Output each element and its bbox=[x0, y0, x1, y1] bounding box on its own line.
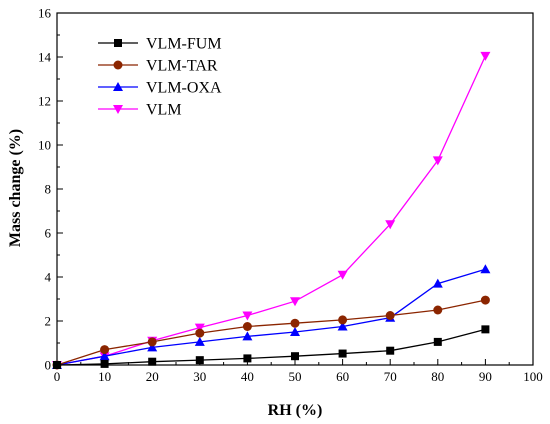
legend-marker bbox=[113, 82, 123, 91]
data-point bbox=[480, 51, 491, 61]
data-point bbox=[337, 321, 348, 331]
axis-ticks: 0 10 20 30 40 50 60 70 80 90 100 0 2 4 6 8 10 12 14 16 bbox=[38, 6, 543, 385]
y-tick-label: 4 bbox=[45, 270, 52, 285]
data-point bbox=[385, 311, 395, 320]
legend-label: VLM-FUM bbox=[146, 36, 222, 53]
data-point bbox=[148, 357, 157, 366]
data-point bbox=[480, 295, 490, 305]
series-line bbox=[56, 299, 486, 366]
x-axis-title: RH (%) bbox=[268, 402, 323, 419]
data-point bbox=[290, 327, 300, 336]
y-axis-title: Mass change (%) bbox=[7, 129, 24, 247]
x-tick-label: 40 bbox=[241, 369, 254, 384]
data-point bbox=[433, 305, 443, 315]
y-tick-label: 8 bbox=[45, 182, 52, 197]
y-tick-label: 14 bbox=[38, 50, 52, 65]
data-point bbox=[338, 315, 348, 325]
legend-item-vlm-fum: VLM-FUM bbox=[98, 36, 222, 53]
legend-item-vlm-tar: VLM-TAR bbox=[98, 58, 218, 75]
data-point bbox=[481, 325, 490, 334]
legend-label: VLM-OXA bbox=[146, 80, 222, 97]
x-tick-label: 20 bbox=[146, 369, 159, 384]
data-point bbox=[242, 311, 253, 321]
data-point bbox=[195, 356, 204, 365]
data-point bbox=[290, 297, 300, 307]
legend-marker bbox=[114, 39, 122, 47]
data-point bbox=[195, 328, 205, 338]
series-vlm-tar bbox=[52, 295, 490, 370]
legend-item-vlm: VLM bbox=[98, 102, 182, 119]
plot-frame bbox=[56, 12, 534, 366]
legend-marker bbox=[113, 60, 123, 70]
data-point bbox=[243, 354, 252, 363]
y-tick-label: 12 bbox=[38, 94, 51, 109]
data-point bbox=[480, 264, 491, 274]
legend: VLM-FUM VLM-TAR VLM-OXA VLM bbox=[98, 36, 222, 119]
data-point bbox=[194, 336, 205, 346]
data-point bbox=[194, 323, 205, 333]
data-point bbox=[290, 318, 300, 328]
data-point bbox=[433, 337, 442, 346]
data-point bbox=[386, 346, 395, 355]
data-point bbox=[385, 220, 396, 230]
x-tick-label: 90 bbox=[479, 369, 492, 384]
series-vlm bbox=[52, 51, 491, 370]
series-vlm-fum bbox=[53, 325, 490, 369]
x-tick-label: 10 bbox=[98, 369, 111, 384]
y-tick-label: 16 bbox=[38, 6, 52, 21]
data-point bbox=[100, 345, 110, 355]
data-point bbox=[337, 270, 348, 280]
data-point bbox=[338, 349, 347, 358]
data-point bbox=[147, 342, 158, 352]
data-point bbox=[242, 331, 253, 341]
legend-item-vlm-oxa: VLM-OXA bbox=[98, 80, 222, 97]
series-line bbox=[56, 328, 486, 366]
series-vlm-oxa bbox=[52, 264, 491, 369]
data-point bbox=[53, 361, 61, 369]
x-tick-label: 30 bbox=[193, 369, 206, 384]
legend-label: VLM-TAR bbox=[146, 58, 218, 75]
x-tick-label: 70 bbox=[384, 369, 397, 384]
legend-label: VLM bbox=[146, 102, 182, 119]
series-line bbox=[56, 268, 486, 366]
data-point bbox=[291, 352, 299, 361]
data-point bbox=[147, 337, 157, 347]
legend-marker bbox=[113, 105, 123, 114]
y-tick-label: 10 bbox=[38, 138, 51, 153]
data-point bbox=[100, 359, 109, 368]
series-line bbox=[56, 55, 486, 366]
x-tick-label: 100 bbox=[523, 369, 543, 384]
x-tick-label: 0 bbox=[54, 369, 61, 384]
y-tick-label: 2 bbox=[45, 314, 52, 329]
x-tick-label: 50 bbox=[289, 369, 302, 384]
plot-border bbox=[56, 12, 534, 366]
data-point bbox=[242, 322, 252, 331]
data-point bbox=[99, 351, 110, 361]
y-tick-label: 6 bbox=[45, 226, 52, 241]
series-layer bbox=[52, 51, 491, 370]
data-point bbox=[432, 156, 443, 166]
x-tick-label: 60 bbox=[336, 369, 349, 384]
y-tick-label: 0 bbox=[45, 358, 52, 373]
data-point bbox=[432, 278, 443, 288]
x-tick-label: 80 bbox=[431, 369, 444, 384]
